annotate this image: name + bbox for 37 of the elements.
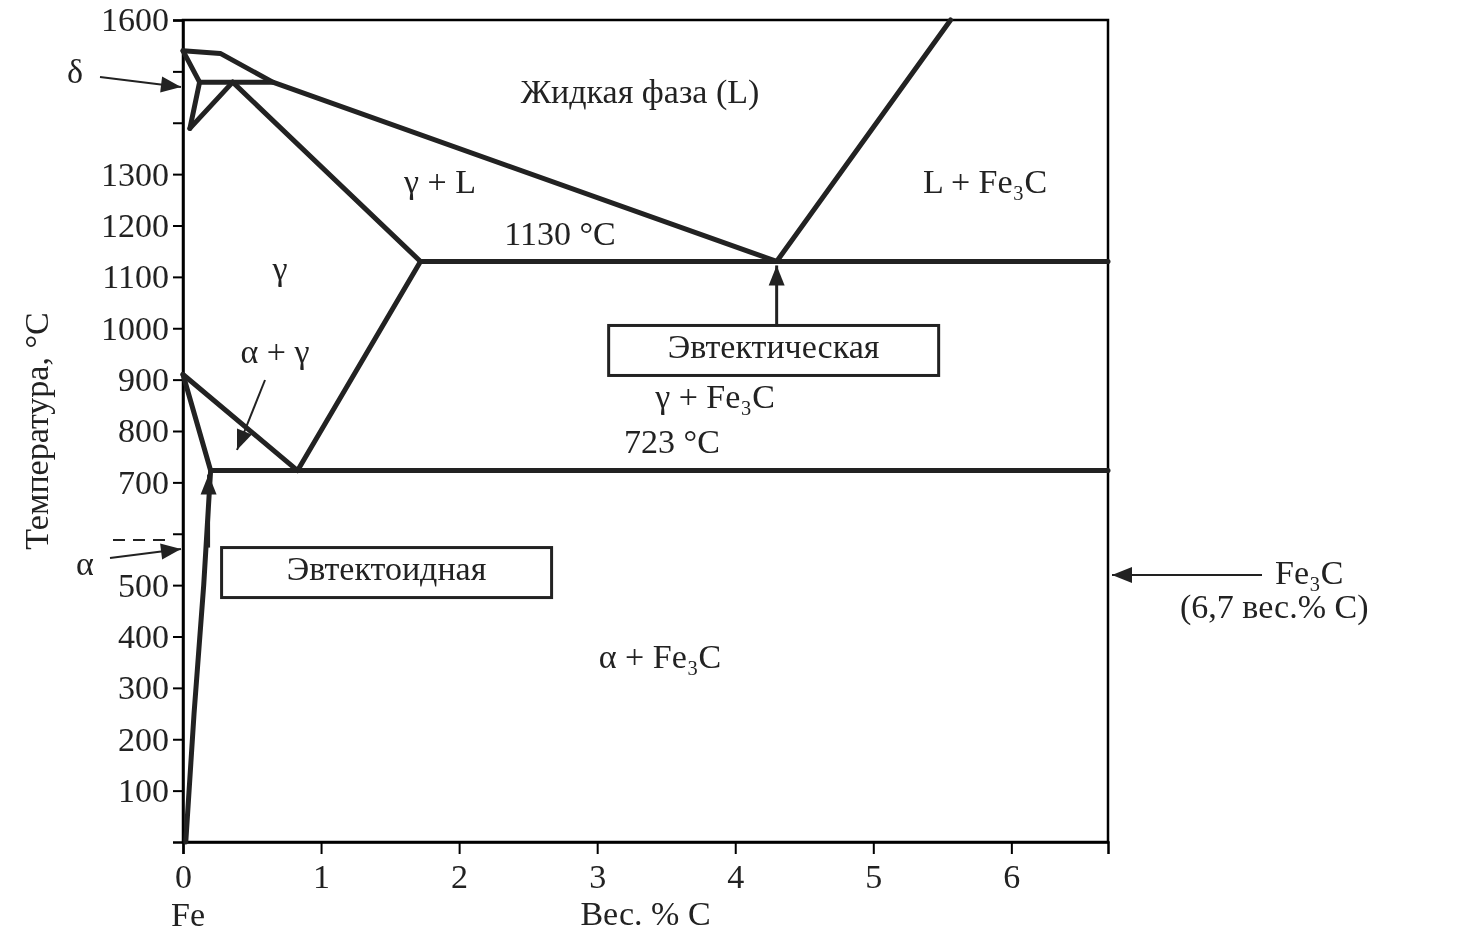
y-tick-label: 800 bbox=[118, 412, 169, 450]
y-tick-label: 300 bbox=[118, 669, 169, 707]
annotation: L + Fe₃C bbox=[922, 162, 1048, 200]
y-tick-label: 400 bbox=[118, 617, 169, 655]
annotation: Жидкая фаза (L) bbox=[520, 72, 760, 111]
y-tick-label: 1000 bbox=[101, 309, 169, 347]
y-tick-label: 100 bbox=[118, 772, 169, 810]
x-tick-label: 5 bbox=[865, 858, 883, 896]
x-tick-label: 6 bbox=[1003, 858, 1021, 896]
text: α bbox=[76, 544, 95, 582]
annotation: γ bbox=[271, 249, 288, 287]
annotation: Эвтектоидная bbox=[286, 550, 487, 588]
y-tick-label: 1300 bbox=[101, 155, 169, 193]
y-tick-label: 700 bbox=[118, 463, 169, 501]
annotation: α + Fe₃C bbox=[598, 637, 722, 675]
x-tick-label: 2 bbox=[451, 858, 469, 896]
y-tick-label: 200 bbox=[118, 720, 169, 758]
x-tick-label: 3 bbox=[589, 858, 607, 896]
annotation: 1130 °C bbox=[504, 214, 616, 252]
text: Fe bbox=[171, 895, 205, 933]
text: δ bbox=[66, 52, 84, 90]
x-tick-label: 1 bbox=[313, 858, 331, 896]
annotation: α + γ bbox=[240, 332, 310, 370]
y-tick-label: 500 bbox=[118, 566, 169, 604]
annotation: γ + Fe₃C bbox=[654, 377, 775, 415]
y-tick-label: 1600 bbox=[101, 1, 169, 39]
x-tick-label: 0 bbox=[175, 858, 192, 896]
annotation: 723 °C bbox=[624, 422, 720, 460]
x-tick-label: 4 bbox=[727, 858, 745, 896]
x-axis-title: Вес. % C bbox=[580, 895, 711, 932]
y-tick-label: 1100 bbox=[102, 258, 169, 296]
y-tick-label: 1200 bbox=[101, 206, 169, 244]
y-axis-title: Температура, °C bbox=[18, 312, 55, 550]
text: Fe₃C bbox=[1275, 553, 1344, 591]
annotation: γ + L bbox=[403, 162, 476, 200]
y-tick-label: 900 bbox=[118, 361, 169, 399]
annotation: Эвтектическая bbox=[667, 328, 880, 366]
